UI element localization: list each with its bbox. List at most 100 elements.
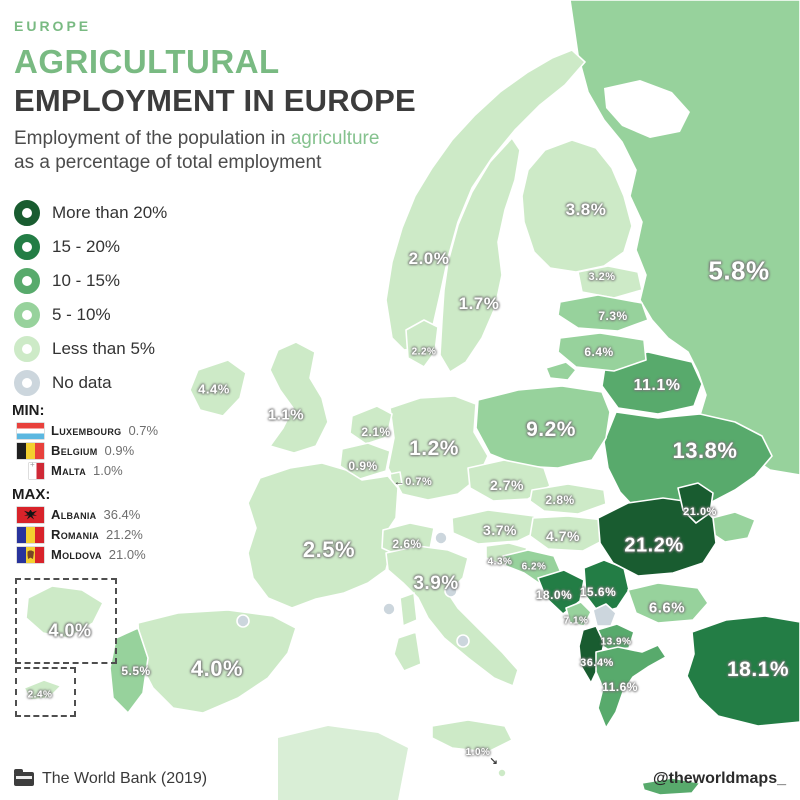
subtitle-highlight: agriculture — [290, 128, 380, 149]
country-france — [247, 462, 399, 609]
country-norway — [385, 49, 586, 351]
subtitle-line2: as a percentage of total employment — [14, 151, 322, 173]
page-title-line2: EMPLOYMENT IN EUROPE — [14, 83, 416, 118]
map-label-malta: 1.0% ↘ — [465, 747, 499, 767]
map-label-belarus: 11.1% — [633, 377, 681, 394]
country-spain — [137, 609, 297, 714]
romania-flag-icon — [10, 526, 44, 543]
map-label-romania: 21.2% — [624, 534, 684, 557]
map-label-latvia: 7.3% — [598, 309, 628, 323]
header: EUROPE AGRICULTURAL EMPLOYMENT IN EUROPE… — [14, 18, 416, 175]
map-label-austria: 3.7% — [483, 522, 517, 538]
extreme-row: Romania 21.2% — [10, 526, 158, 543]
map-label-turkey: 18.1% — [726, 658, 790, 681]
country-malta — [497, 768, 507, 778]
country-kaliningrad — [545, 361, 577, 381]
country-kosovo — [592, 603, 617, 627]
country-serbia — [583, 559, 630, 614]
footer: The World Bank (2019) — [14, 769, 208, 788]
map-label-bosnia-and-herzegovina: 18.0% — [535, 588, 573, 602]
map-label-slovenia: 4.3% — [487, 556, 513, 568]
legend-label: More than 20% — [52, 203, 168, 222]
subtitle: Employment of the population in agricult… — [14, 127, 416, 175]
moldova-flag-icon — [10, 546, 44, 563]
country-portugal — [109, 627, 149, 714]
country-bosnia — [537, 569, 585, 615]
belgium-flag-icon — [10, 442, 44, 459]
map-label-croatia: 6.2% — [521, 561, 547, 573]
country-italy — [385, 545, 519, 687]
legend-item: Less than 5% — [14, 336, 167, 362]
country-iceland — [25, 585, 104, 639]
albania-flag-icon — [10, 506, 44, 523]
country-poland — [475, 385, 611, 469]
map-label-montenegro: 7.1% — [563, 615, 589, 627]
country-uk — [269, 341, 329, 454]
extreme-country: Belgium — [51, 443, 98, 458]
extreme-value: 21.2% — [106, 527, 143, 542]
legend-swatch-ring — [14, 302, 40, 328]
extreme-country: Albania — [51, 507, 97, 522]
map-label-denmark: 2.2% — [411, 346, 437, 358]
map-label-estonia: 3.2% — [588, 271, 616, 283]
map-label-finland: 3.8% — [565, 200, 607, 219]
subtitle-text: Employment of the population in — [14, 128, 291, 149]
legend-item: 15 - 20% — [14, 234, 167, 260]
country-turkey — [686, 615, 800, 727]
map-label-belgium: 0.9% — [348, 459, 378, 473]
microstate-san-marino-dot — [444, 584, 458, 598]
country-greece — [595, 644, 667, 729]
malta-flag-icon — [10, 460, 44, 479]
extreme-row: Malta 1.0% — [10, 460, 158, 479]
map-label-cyprus: 2.4% — [27, 689, 53, 701]
legend-item: No data — [14, 370, 167, 396]
map-label-lithuania: 6.4% — [584, 345, 614, 359]
white-sea — [604, 80, 690, 138]
map-label-albania: 36.4% — [580, 657, 614, 669]
country-italy-sardinia — [393, 631, 422, 672]
country-belarus — [601, 351, 703, 415]
social-handle: @theworldmaps_ — [653, 770, 786, 787]
legend-swatch-ring — [14, 234, 40, 260]
extreme-value: 1.0% — [93, 463, 123, 478]
iceland-inset-box — [15, 578, 117, 664]
extreme-country: Luxembourg — [51, 423, 122, 438]
min-list: Luxembourg 0.7% Belgium 0.9% Malta 1.0% — [10, 422, 158, 479]
country-montenegro — [565, 601, 592, 627]
extreme-row: Albania 36.4% — [10, 506, 158, 523]
country-greece-crete — [641, 777, 701, 796]
country-cyprus — [23, 679, 62, 701]
extreme-row: Moldova 21.0% — [10, 546, 158, 563]
country-albania — [578, 625, 605, 684]
country-ireland — [189, 359, 247, 417]
country-lithuania — [557, 332, 647, 372]
legend-swatch-ring — [14, 370, 40, 396]
map-label-luxembourg: ←0.7% — [393, 476, 433, 488]
map-label-poland: 9.2% — [526, 418, 576, 441]
map-label-germany: 1.2% — [409, 437, 459, 460]
map-label-netherlands: 2.1% — [361, 425, 391, 439]
legend-label: 5 - 10% — [52, 305, 111, 324]
map-label-sweden: 1.7% — [458, 294, 500, 313]
legend-item: 10 - 15% — [14, 268, 167, 294]
map-label-north-macedonia: 13.9% — [600, 636, 632, 648]
country-hungary — [529, 515, 609, 552]
microstate-liechtenstein-dot — [434, 531, 448, 545]
country-estonia — [577, 265, 643, 299]
country-romania — [597, 497, 717, 577]
microstate-vatican-dot — [456, 634, 470, 648]
legend-item: More than 20% — [14, 200, 167, 226]
map-label-russia: 5.8% — [708, 255, 770, 286]
extreme-value: 21.0% — [108, 547, 146, 562]
map-label-united-kingdom: 1.1% — [267, 406, 305, 424]
max-list: Albania 36.4% Romania 21.2% Moldova 21.0% — [10, 506, 158, 563]
map-label-greece: 11.6% — [602, 680, 638, 694]
microstate-andorra-dot — [236, 614, 250, 628]
map-label-ukraine: 13.8% — [672, 438, 738, 463]
map-label-france: 2.5% — [302, 537, 356, 562]
map-label-norway: 2.0% — [408, 249, 450, 268]
source-text: The World Bank (2019) — [42, 770, 208, 787]
legend-swatch-ring — [14, 200, 40, 226]
extreme-row: Belgium 0.9% — [10, 442, 158, 459]
